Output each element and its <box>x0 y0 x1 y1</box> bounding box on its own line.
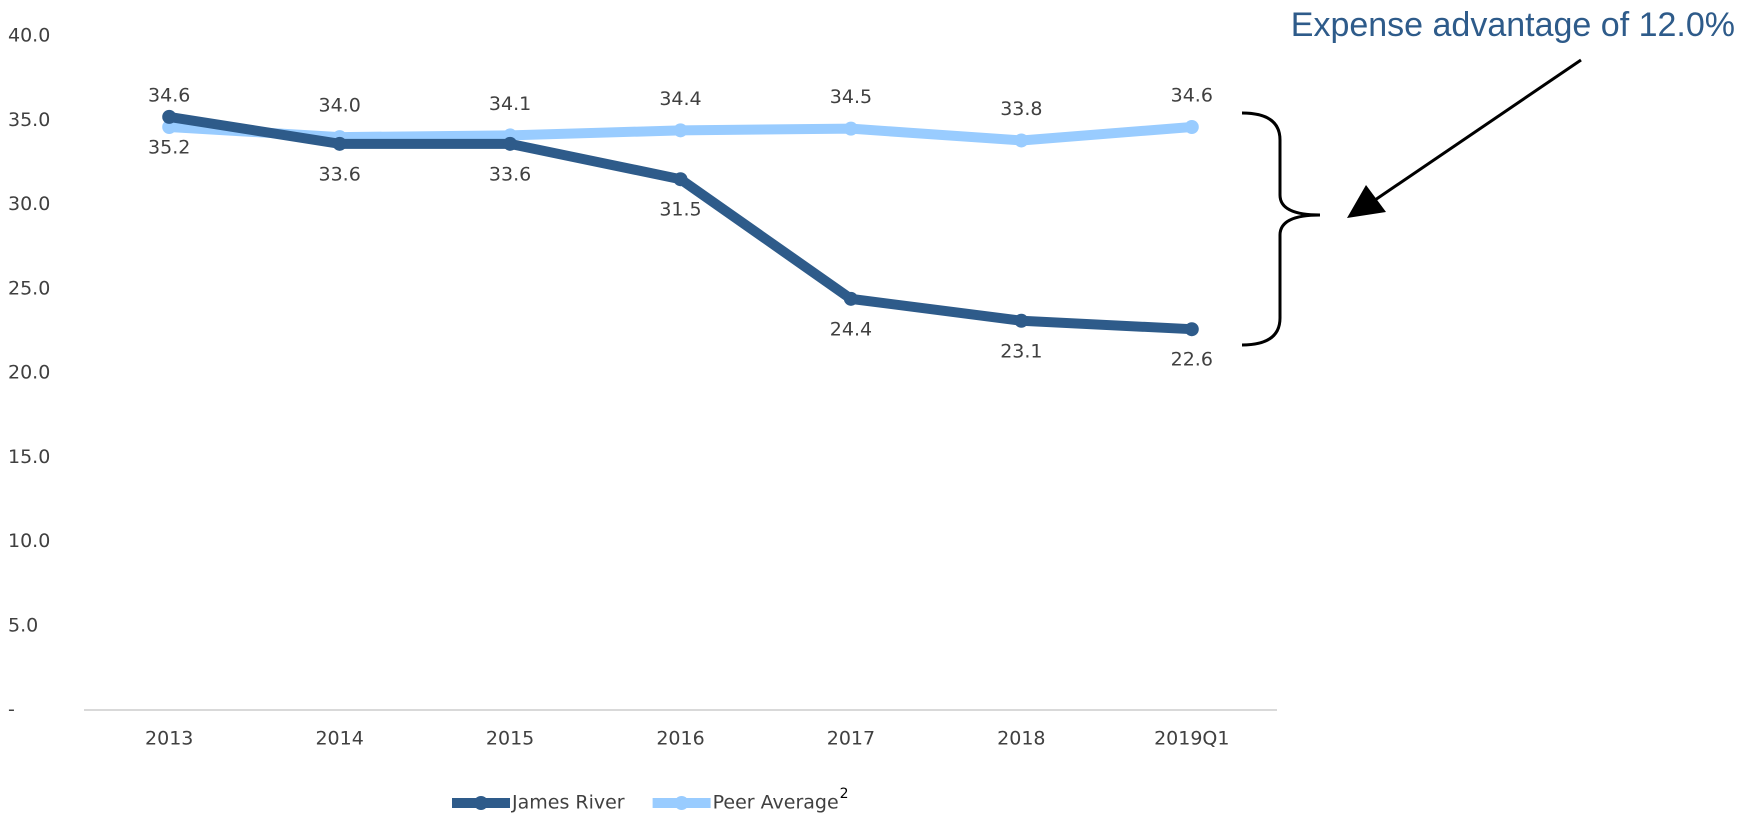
y-tick-label: 5.0 <box>8 614 38 636</box>
point <box>673 123 688 138</box>
data-label: 22.6 <box>1171 349 1213 371</box>
brace <box>1241 111 1321 347</box>
annotation: Expense advantage of 12.0% <box>1291 6 1735 44</box>
point <box>1014 313 1029 328</box>
legend-marker <box>674 796 689 810</box>
legend-label: James River <box>511 792 625 814</box>
point <box>843 291 858 306</box>
point <box>673 172 688 187</box>
data-label: 23.1 <box>1000 340 1042 362</box>
point <box>1184 322 1199 337</box>
y-tick-label: 10.0 <box>8 530 50 552</box>
point <box>503 136 518 151</box>
data-label: 34.5 <box>830 86 872 108</box>
data-label: 33.6 <box>489 163 531 185</box>
legend-marker <box>474 796 488 810</box>
x-tick-label: 2014 <box>315 728 363 750</box>
y-tick-label: - <box>8 699 15 721</box>
data-label: 34.6 <box>148 84 190 106</box>
series-line <box>168 111 1193 335</box>
data-label: 31.5 <box>659 199 701 221</box>
data-label: 33.6 <box>318 163 360 185</box>
data-label: 24.4 <box>830 318 872 340</box>
legend-footnote: 2 <box>840 786 849 802</box>
arrow-head <box>1347 185 1386 218</box>
y-tick-label: 25.0 <box>8 277 50 299</box>
data-label: 34.4 <box>659 88 701 110</box>
data-label: 33.8 <box>1000 98 1042 120</box>
point <box>162 109 177 124</box>
x-tick-label: 2013 <box>145 728 193 750</box>
data-label: 34.6 <box>1171 84 1213 106</box>
point <box>332 136 347 151</box>
data-label: 34.1 <box>489 93 531 115</box>
data-label: 35.2 <box>148 136 190 158</box>
x-tick-label: 2015 <box>486 728 534 750</box>
data-label: 34.0 <box>318 95 360 117</box>
x-tick-label: 2019Q1 <box>1154 728 1229 750</box>
legend-label: Peer Average <box>713 792 839 814</box>
point <box>162 119 177 134</box>
x-tick-label: 2018 <box>997 728 1045 750</box>
x-tick-label: 2016 <box>656 728 704 750</box>
y-tick-label: 40.0 <box>8 25 50 47</box>
x-tick-label: 2017 <box>827 728 875 750</box>
y-tick-label: 35.0 <box>8 109 50 131</box>
y-tick-label: 30.0 <box>8 193 50 215</box>
point <box>1014 133 1029 148</box>
arrow-shaft <box>1374 58 1582 202</box>
y-tick-label: 15.0 <box>8 446 50 468</box>
point <box>1184 119 1199 134</box>
point <box>843 121 858 136</box>
y-tick-label: 20.0 <box>8 362 50 384</box>
